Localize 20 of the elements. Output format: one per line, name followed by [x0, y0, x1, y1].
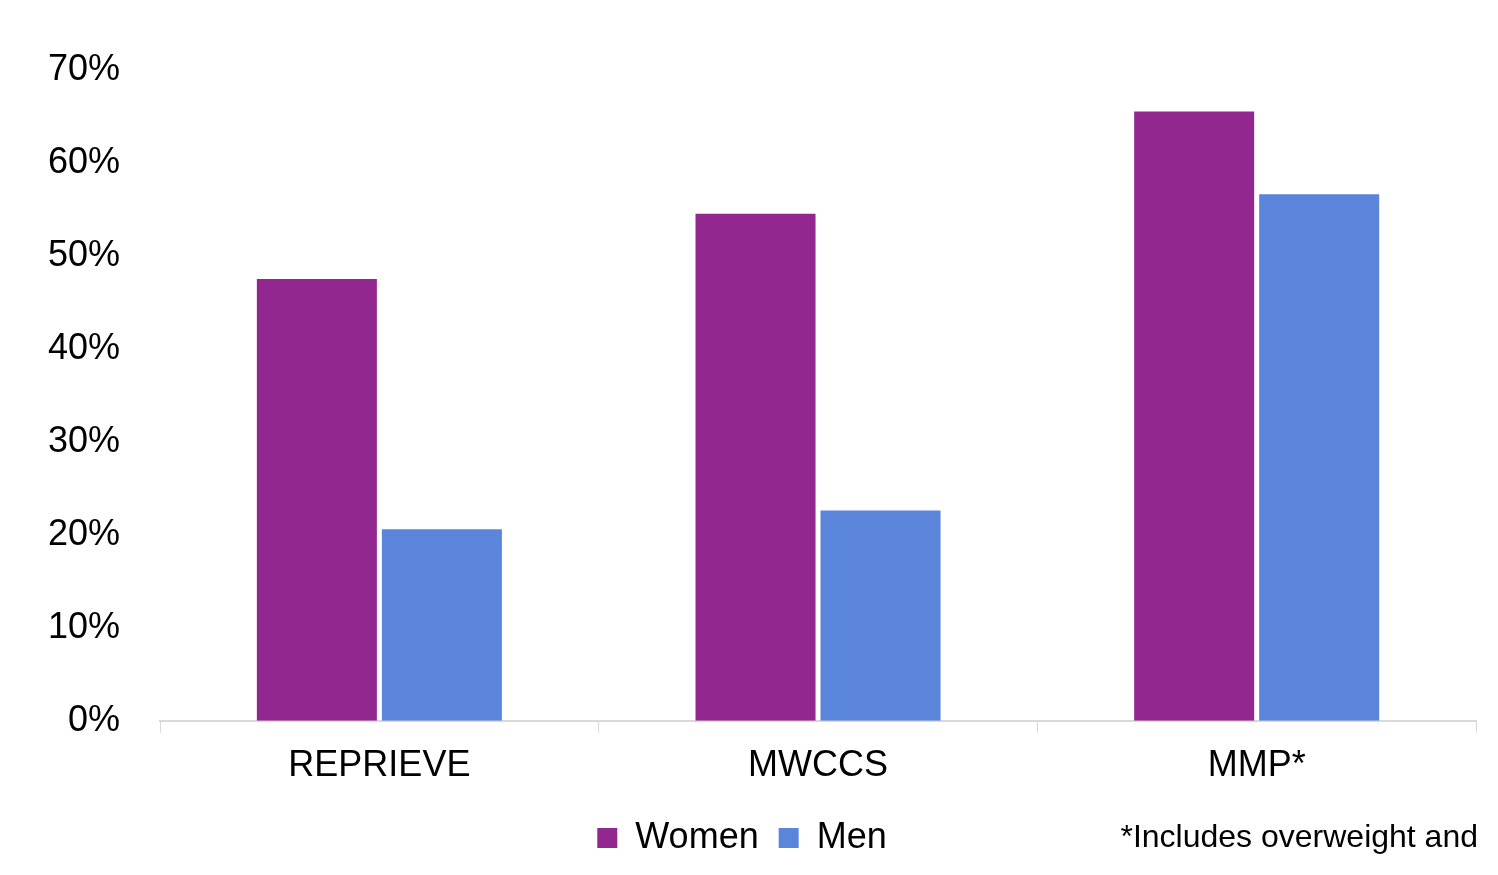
legend-label: Women [635, 814, 759, 856]
y-tick-label: 30% [47, 418, 121, 460]
bar [695, 213, 816, 721]
bar [820, 510, 941, 721]
x-tick-label: MWCCS [748, 743, 889, 785]
bar [1134, 111, 1255, 721]
legend-label: Men [816, 814, 887, 856]
text: *Includes overweight and [1120, 817, 1478, 854]
bar [1259, 194, 1380, 721]
y-tick-label: 50% [47, 232, 121, 274]
y-tick-label: 60% [47, 139, 121, 181]
y-tick-label: 20% [47, 511, 121, 553]
x-tick-label: MMP* [1207, 743, 1306, 785]
y-tick-label: 0% [68, 697, 121, 739]
bar [381, 529, 502, 721]
x-tick-label: REPRIEVE [288, 743, 471, 785]
y-tick-label: 10% [47, 604, 121, 646]
bar [256, 278, 377, 721]
y-tick-label: 40% [47, 325, 121, 367]
y-tick-label: 70% [47, 46, 121, 88]
